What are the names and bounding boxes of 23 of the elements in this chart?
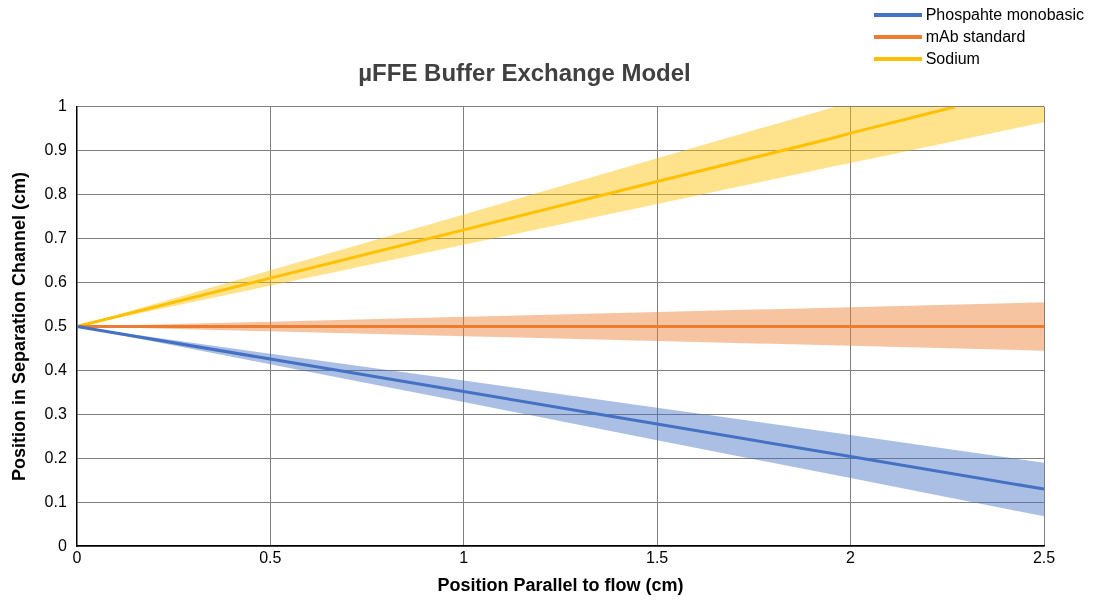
legend-label: Phospahte monobasic [925, 6, 1084, 24]
y-tick-label: 0.3 [44, 404, 67, 422]
x-tick-label: 1 [459, 549, 469, 567]
y-tick-label: 0.9 [44, 141, 67, 159]
legend-label: mAb standard [925, 28, 1026, 46]
y-tick-label: 0.5 [44, 316, 67, 334]
x-tick-label: 2.5 [1032, 549, 1056, 567]
x-tick-label: 1.5 [646, 549, 669, 567]
x-tick-label: 0.5 [259, 549, 282, 567]
chart-title: µFFE Buffer Exchange Model [358, 59, 691, 87]
y-tick-label: 0.4 [44, 360, 67, 378]
y-tick-label: 0.1 [44, 492, 67, 510]
legend-label: Sodium [925, 50, 980, 68]
y-tick-label: 0.8 [44, 185, 67, 203]
x-tick-label: 0 [72, 549, 82, 567]
y-tick-label: 0.2 [44, 448, 67, 466]
y-tick-label: 0.6 [44, 272, 67, 290]
x-axis-title: Position Parallel to flow (cm) [437, 575, 684, 596]
y-tick-label: 1 [57, 97, 67, 115]
x-tick-label: 2 [846, 549, 856, 567]
y-tick-label: 0 [57, 536, 67, 554]
y-tick-label: 0.7 [44, 229, 67, 247]
y-axis-title: Position in Separation Channel (cm) [8, 171, 29, 482]
